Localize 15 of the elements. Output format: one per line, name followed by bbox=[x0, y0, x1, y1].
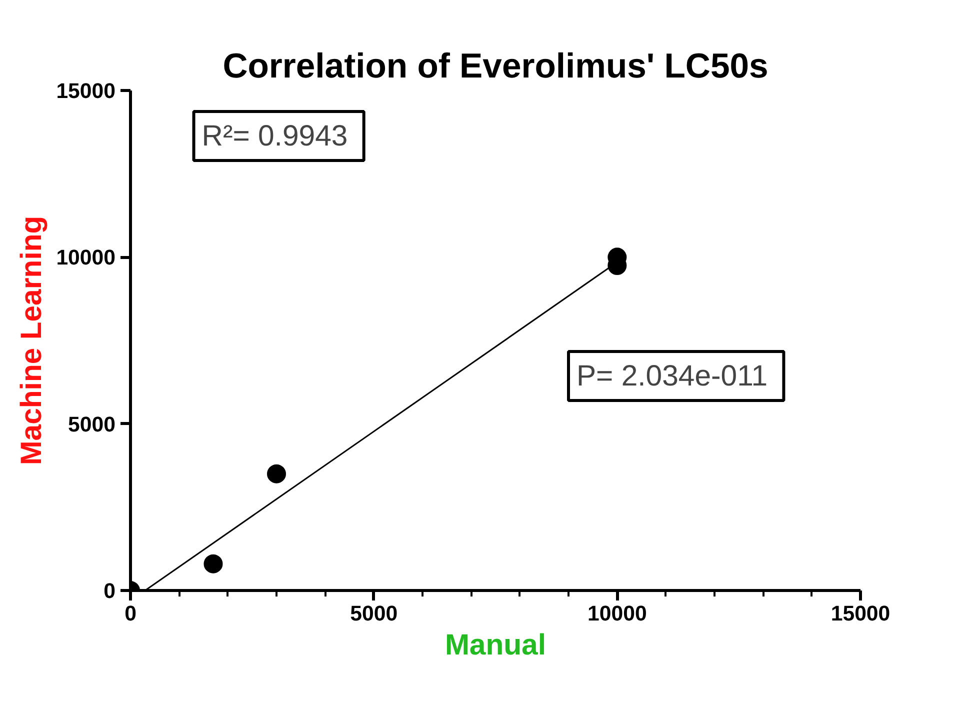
annotation: P= 2.034e-011 bbox=[576, 360, 768, 392]
point bbox=[267, 464, 286, 484]
x-tick-label: 0 bbox=[124, 602, 136, 626]
y-tick-label: 5000 bbox=[68, 412, 116, 436]
y-tick-label: 15000 bbox=[56, 79, 116, 103]
x-axis-title: Manual bbox=[444, 628, 546, 662]
y-axis-title: Machine Learning bbox=[15, 216, 48, 466]
y-tick-label: 0 bbox=[104, 579, 116, 603]
annotation: R²= 0.9943 bbox=[202, 120, 348, 152]
chart-title: Correlation of Everolimus' LC50s bbox=[222, 48, 768, 86]
point bbox=[204, 554, 223, 574]
x-tick-label: 15000 bbox=[830, 602, 890, 626]
x-tick-label: 10000 bbox=[588, 602, 647, 626]
x-tick-label: 5000 bbox=[350, 602, 398, 626]
y-tick-label: 10000 bbox=[56, 246, 116, 270]
